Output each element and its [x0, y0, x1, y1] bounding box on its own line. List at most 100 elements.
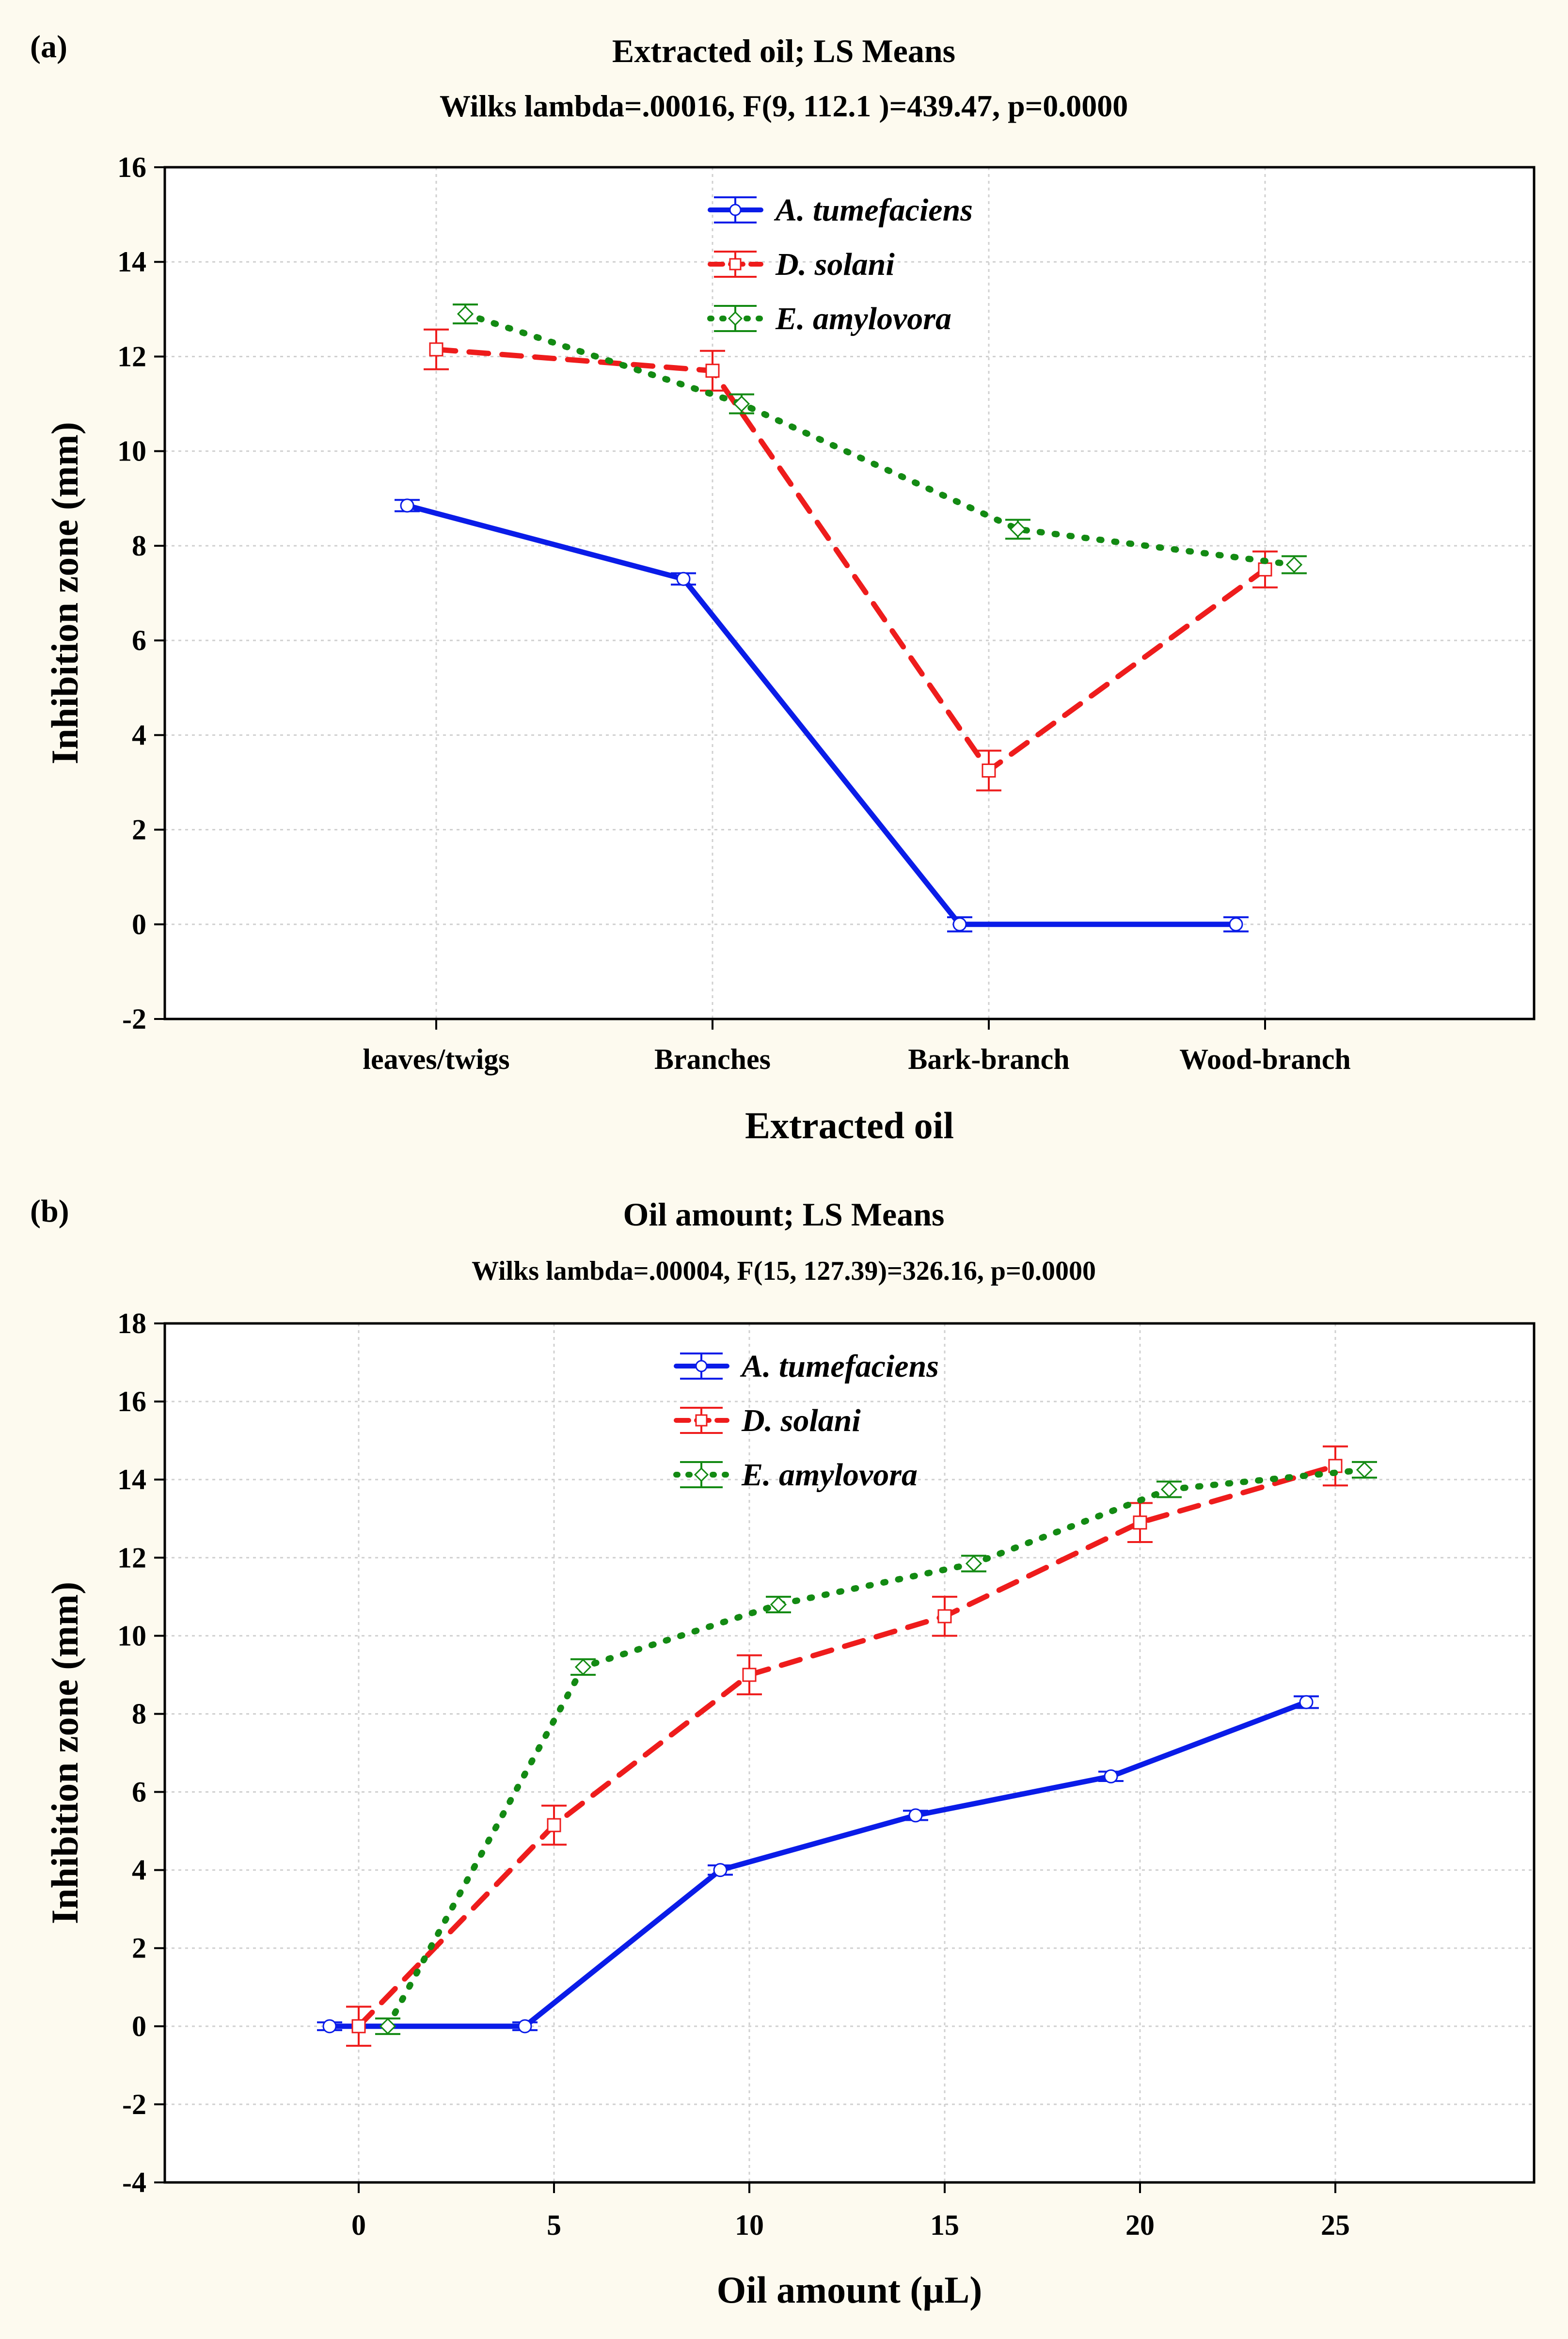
panel-a-series-d-solani-line	[433, 347, 1268, 774]
panel-a-plot-frame	[163, 166, 1536, 1020]
panel-b-series-a-tumefaciens-point	[518, 2019, 532, 2034]
panel-a-series-a-tumefaciens-point	[1229, 917, 1243, 932]
panel-a-ytick-label: 14	[117, 246, 146, 278]
panel-b-legend-d-solani: D. solani	[674, 1403, 861, 1438]
panel-b-ytick-label: 12	[117, 1542, 146, 1574]
panel-a-series-a-tumefaciens-point	[400, 498, 414, 513]
panel-b-plot-frame	[163, 1322, 1536, 2184]
panel-a-ytick-label: 6	[132, 624, 146, 656]
panel-b-y-axis-label: Inhibition zone (mm)	[44, 1582, 86, 1924]
panel-a-series-a-tumefaciens-point	[952, 917, 967, 932]
panel-b-xtick-label: 5	[547, 2209, 561, 2241]
panel-a-legend-a-tumefaciens-label: A. tumefaciens	[774, 192, 973, 228]
panel-b-series-e-amylovora-point	[1160, 1481, 1178, 1498]
panel-b-x-axis-label: Oil amount (µL)	[717, 2269, 982, 2311]
panel-b-series-d-solani-point	[351, 2019, 366, 2034]
panel-b-ytick-label: -2	[122, 2088, 146, 2120]
panel-b-ytick-label: 2	[132, 1932, 146, 1964]
panel-a-series-e-amylovora	[453, 303, 1307, 574]
panel-a-series-e-amylovora-point	[1285, 556, 1303, 573]
panel-b-series-d-solani-point	[547, 1818, 561, 1832]
panel-b-series-e-amylovora	[375, 1461, 1377, 2035]
panel-b-legend-a-tumefaciens: A. tumefaciens	[674, 1349, 939, 1384]
panel-b-ytick-label: 4	[132, 1854, 146, 1886]
panel-b-series-a-tumefaciens	[317, 1695, 1319, 2034]
panel-a-legend-a-tumefaciens: A. tumefaciens	[708, 192, 973, 228]
panel-a-x-axis-label: Extracted oil	[745, 1104, 954, 1146]
panel-a-series-d-solani-point	[982, 764, 996, 778]
panel-b-series-d-solani-line	[356, 1463, 1338, 2029]
panel-a-chart: -2 0 2 4 6 8 10 12 14 16 leaves/twigs Branches Bark-…	[44, 151, 1536, 1146]
panel-b-series-e-amylovora-point	[965, 1555, 982, 1572]
panel-a-subtitle: Wilks lambda=.00016, F(9, 112.1 )=439.47…	[440, 89, 1128, 123]
panel-a-ytick-label: 16	[117, 151, 146, 183]
panel-b-label: (b)	[30, 1193, 69, 1229]
panel-a-legend-d-solani: D. solani	[708, 247, 895, 282]
panel-b-ytick-label: -4	[122, 2166, 146, 2198]
panel-b-xtick-label: 15	[930, 2209, 959, 2241]
panel-a-y-axis-label: Inhibition zone (mm)	[44, 422, 86, 764]
panel-a-ytick-label: 2	[132, 814, 146, 846]
panel-a-series-e-amylovora-point	[457, 305, 474, 322]
panel-b-series-e-amylovora-point	[379, 2018, 396, 2035]
panel-a-label: (a)	[30, 29, 67, 64]
panel-b-xtick-label: 0	[351, 2209, 366, 2241]
panel-b-ytick-label: 6	[132, 1776, 146, 1808]
panel-a-series-e-amylovora-point	[733, 395, 750, 413]
panel-a-xtick-label: Branches	[654, 1043, 771, 1075]
panel-b-ytick-label: 0	[132, 2010, 146, 2042]
panel-a-ytick-label: 4	[132, 719, 146, 751]
panel-a-series-d-solani-point	[705, 364, 720, 378]
panel-b-xtick-label: 10	[735, 2209, 764, 2241]
panel-b-legend-e-amylovora: E. amylovora	[673, 1457, 918, 1493]
panel-a-series-a-tumefaciens-line	[404, 503, 1239, 927]
panel-a-legend-e-amylovora-label: E. amylovora	[775, 301, 951, 336]
panel-a-series-d-solani-point	[1258, 562, 1272, 577]
panel-b-plot-area	[165, 1323, 1534, 2182]
panel-b-legend-a-tumefaciens-label: A. tumefaciens	[740, 1349, 939, 1384]
panel-a-ytick-label: 10	[117, 435, 146, 467]
panel-a-series-d-solani	[424, 328, 1278, 792]
panel-b-series-e-amylovora-point	[1356, 1461, 1373, 1479]
panel-b-subtitle: Wilks lambda=.00004, F(15, 127.39)=326.1…	[472, 1256, 1096, 1286]
panel-b-series-a-tumefaciens-point	[1299, 1695, 1314, 1709]
panel-a-series-d-solani-point	[429, 342, 443, 357]
panel-b-ytick-label: 16	[117, 1385, 146, 1417]
panel-b-series-a-tumefaciens-point	[1104, 1769, 1118, 1783]
panel-a-xtick-label: Wood-branch	[1179, 1043, 1350, 1075]
panel-a-legend-d-solani-marker	[729, 258, 742, 270]
panel-b-ytick-label: 10	[117, 1620, 146, 1652]
panel-b-legend-e-amylovora-label: E. amylovora	[741, 1457, 918, 1493]
panel-b-series-a-tumefaciens-line	[327, 1699, 1309, 2029]
panel-b-series-a-tumefaciens-point	[908, 1808, 923, 1823]
panel-a-series-a-tumefaciens	[395, 498, 1249, 933]
panel-a-plot-area	[165, 167, 1534, 1019]
panel-b-series-d-solani-point	[742, 1668, 757, 1682]
panel-b-legend-d-solani-label: D. solani	[741, 1403, 861, 1438]
panel-b-legend-a-tumefaciens-marker	[695, 1360, 708, 1372]
panel-a-ytick-label: 0	[132, 908, 146, 940]
panel-b-series-d-solani-point	[1133, 1515, 1147, 1530]
panel-a-ytick-label: 12	[117, 340, 146, 372]
panel-b-chart: -4 -2 0 2 4 6 8 10 12 14 16 18 0 5 10 15 20 25 Oil amount …	[44, 1307, 1536, 2311]
panel-b-ytick-label: 14	[117, 1464, 146, 1496]
panel-b-legend-e-amylovora-marker	[694, 1467, 709, 1482]
panel-b-series-e-amylovora-line	[384, 1466, 1368, 2030]
panel-a-ytick-label: 8	[132, 530, 146, 562]
panel-a-ytick-label: -2	[122, 1003, 146, 1035]
panel-b-xtick-label: 20	[1125, 2209, 1155, 2241]
panel-b-series-a-tumefaciens-point	[322, 2019, 337, 2034]
panel-a-series-a-tumefaciens-point	[676, 572, 691, 586]
panel-b-series-d-solani-point	[937, 1609, 952, 1623]
panel-a-xtick-label: leaves/twigs	[363, 1043, 509, 1075]
panel-b-series-a-tumefaciens-point	[713, 1863, 728, 1878]
panel-a-series-e-amylovora-line	[462, 311, 1298, 568]
panel-b-series-e-amylovora-point	[770, 1596, 787, 1613]
panel-b-legend-d-solani-marker	[695, 1414, 708, 1427]
panel-a-legend-a-tumefaciens-marker	[729, 204, 742, 216]
panel-b-ytick-label: 8	[132, 1698, 146, 1730]
panel-b-ytick-label: 18	[117, 1307, 146, 1339]
panel-a-legend-d-solani-label: D. solani	[775, 247, 895, 282]
panel-b-xtick-label: 25	[1321, 2209, 1350, 2241]
